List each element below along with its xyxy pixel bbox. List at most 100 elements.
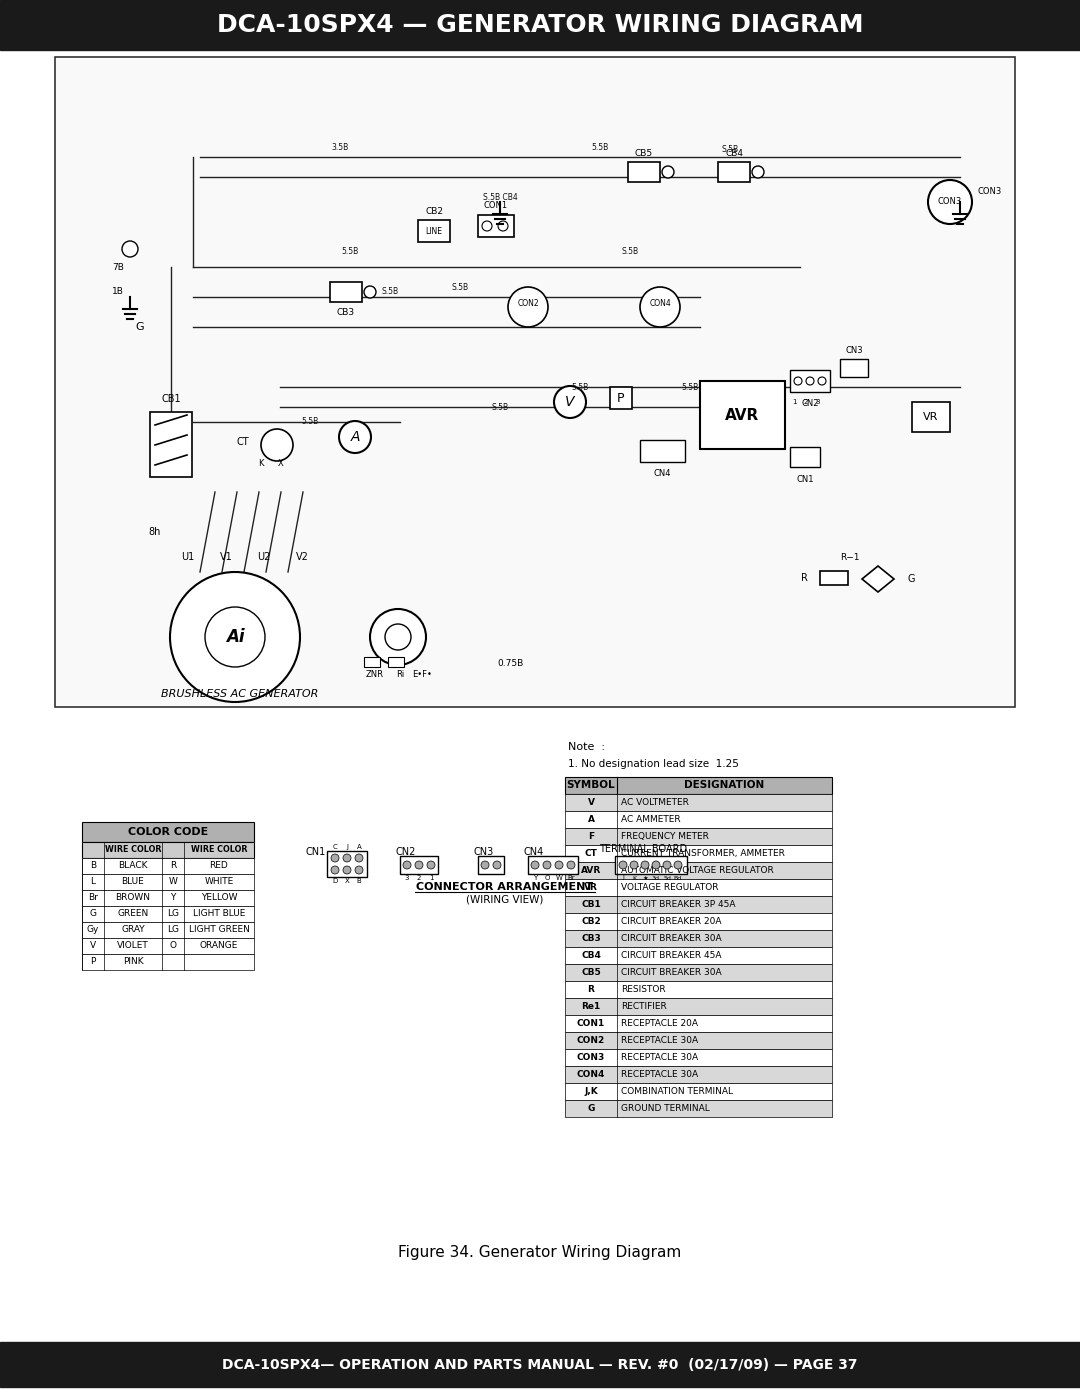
Circle shape [364,286,376,298]
Bar [565,1032,832,1049]
Text: VIOLET: VIOLET [117,942,149,950]
Circle shape [482,221,492,231]
Text: R: R [170,862,176,870]
Bar [388,657,404,666]
Text: CN3: CN3 [846,346,863,355]
Circle shape [543,861,551,869]
Text: AC AMMETER: AC AMMETER [621,814,680,824]
Text: CON3: CON3 [937,197,962,207]
Text: Ri: Ri [396,671,404,679]
Circle shape [330,854,339,862]
Text: R: R [588,985,594,995]
Circle shape [674,861,681,869]
Text: WIRE COLOR: WIRE COLOR [191,845,247,855]
Circle shape [630,861,638,869]
Text: S.5B: S.5B [381,288,399,296]
Circle shape [355,866,363,875]
Bar [565,812,832,828]
Text: GRAY: GRAY [121,925,145,935]
Text: 5.5B: 5.5B [681,383,699,391]
Bar [565,845,832,862]
Text: L: L [91,877,95,887]
Text: Note  :: Note : [568,742,605,752]
Text: CN1: CN1 [796,475,813,483]
Text: CB2: CB2 [426,207,443,217]
Text: AVR: AVR [581,866,602,875]
Text: WIRE COLOR: WIRE COLOR [105,845,161,855]
Text: J: J [622,876,624,880]
Text: 3d: 3d [652,876,660,880]
Text: RECTIFIER: RECTIFIER [621,1002,666,1011]
Text: Ai: Ai [226,629,244,645]
Text: 3: 3 [405,875,409,882]
Text: DCA-10SPX4 — GENERATOR WIRING DIAGRAM: DCA-10SPX4 — GENERATOR WIRING DIAGRAM [217,13,863,36]
Text: S.5B CB4: S.5B CB4 [483,193,517,201]
Text: CN3: CN3 [473,847,494,856]
Text: V1: V1 [219,552,232,562]
Text: Figure 34. Generator Wiring Diagram: Figure 34. Generator Wiring Diagram [399,1245,681,1260]
Text: CURRENT TRANSFORMER, AMMETER: CURRENT TRANSFORMER, AMMETER [621,849,785,858]
Text: PINK: PINK [123,957,144,967]
Text: CIRCUIT BREAKER 45A: CIRCUIT BREAKER 45A [621,951,721,960]
Bar [565,777,832,793]
Text: K: K [258,458,264,468]
Text: RED: RED [210,862,228,870]
Bar [150,412,192,476]
Circle shape [343,854,351,862]
Text: LINE: LINE [426,226,443,236]
Circle shape [818,377,826,386]
Text: COMBINATION TERMINAL: COMBINATION TERMINAL [621,1087,733,1097]
Text: E•F•: E•F• [413,671,432,679]
Text: 5d: 5d [663,876,671,880]
Text: G: G [90,909,96,918]
Bar [330,282,362,302]
Circle shape [554,386,586,418]
Text: FREQUENCY METER: FREQUENCY METER [621,833,708,841]
Bar [0,1343,1080,1387]
Bar [912,402,950,432]
Bar [565,1099,832,1118]
Text: 5.5B: 5.5B [592,142,609,151]
Bar [82,875,254,890]
Text: CIRCUIT BREAKER 3P 45A: CIRCUIT BREAKER 3P 45A [621,900,735,909]
Circle shape [492,861,501,869]
Text: K: K [632,876,636,880]
Text: Bd: Bd [674,876,683,880]
Text: CON3: CON3 [978,187,1002,197]
Bar [82,922,254,937]
Text: VOLTAGE REGULATOR: VOLTAGE REGULATOR [621,883,718,893]
Text: Re1: Re1 [581,1002,600,1011]
Bar [565,1066,832,1083]
Text: V: V [588,798,594,807]
Bar [528,856,578,875]
Text: G: G [908,574,916,584]
Text: LG: LG [167,909,179,918]
Bar [640,440,685,462]
Text: YELLOW: YELLOW [201,894,238,902]
Bar [610,387,632,409]
Circle shape [806,377,814,386]
Text: Br: Br [89,894,98,902]
Text: P: P [618,391,624,405]
Circle shape [619,861,627,869]
Text: Y: Y [532,875,537,882]
Bar [565,895,832,914]
Text: BRUSHLESS AC GENERATOR: BRUSHLESS AC GENERATOR [161,689,319,698]
Bar [820,571,848,585]
Text: GROUND TERMINAL: GROUND TERMINAL [621,1104,710,1113]
Text: CB5: CB5 [635,149,653,158]
Bar [565,879,832,895]
Text: WHITE: WHITE [204,877,233,887]
Text: W: W [555,875,563,882]
Text: DESIGNATION: DESIGNATION [685,781,765,791]
Text: S.5B: S.5B [451,282,469,292]
Text: 1. No designation lead size  1.25: 1. No designation lead size 1.25 [568,759,739,768]
Circle shape [403,861,411,869]
Text: B: B [356,877,362,884]
Bar [565,964,832,981]
Bar [565,793,832,812]
Text: ORANGE: ORANGE [200,942,239,950]
Text: CB4: CB4 [581,951,600,960]
Circle shape [261,429,293,461]
Text: 5.5B: 5.5B [571,383,589,391]
